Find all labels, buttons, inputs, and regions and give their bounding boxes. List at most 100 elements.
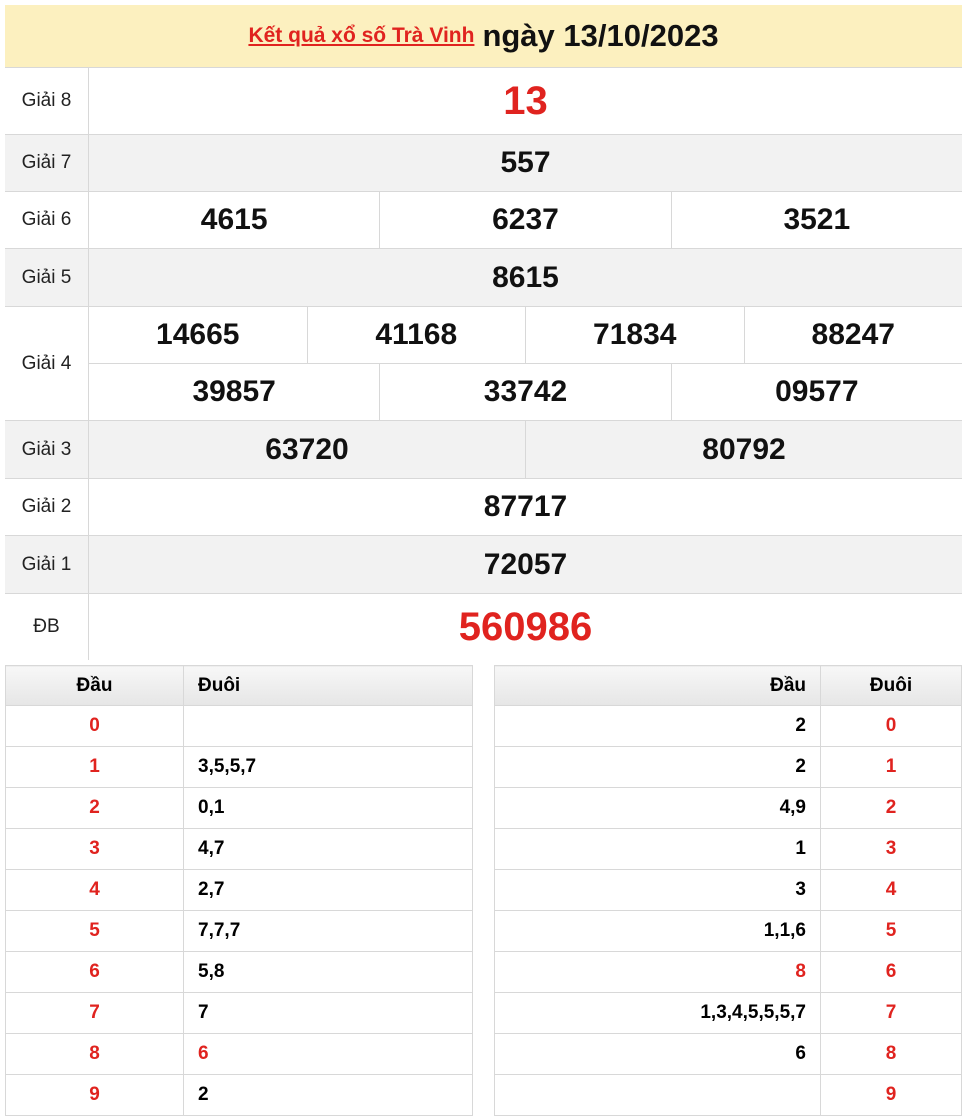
duoi-digit: 4 — [820, 869, 962, 911]
prize-label: Giải 4 — [5, 307, 89, 420]
results-table: Kết quả xổ số Trà Vinh ngày 13/10/2023 G… — [5, 5, 962, 660]
table-row: 1,3,4,5,5,5,7 7 — [494, 992, 962, 1034]
prize-number: 63720 — [265, 432, 349, 466]
dau-table: Đầu Đuôi 0 1 3,5,5,7 2 0,1 3 4,7 4 2,7 5 7,7,7 6 5,8 7… — [5, 665, 473, 1116]
duoi-digit: 3 — [820, 828, 962, 870]
duoi-digit: 7 — [820, 992, 962, 1034]
table-row: 4 2,7 — [5, 869, 473, 911]
duoi-values: 2,7 — [183, 869, 473, 911]
prize-number: 4615 — [200, 203, 268, 236]
prize-number: 560986 — [458, 604, 593, 649]
duoi-digit: 8 — [820, 1033, 962, 1075]
prize-row: Giải 8 13 — [5, 67, 962, 134]
table-row: 9 — [494, 1074, 962, 1116]
dau-values: 2 — [494, 746, 821, 788]
province-results-link[interactable]: Kết quả xổ số Trà Vinh — [248, 24, 475, 47]
duoi-digit: 6 — [820, 951, 962, 993]
draw-date: ngày 13/10/2023 — [482, 18, 719, 53]
prize-label: Giải 7 — [5, 135, 89, 191]
prize-number: 09577 — [670, 364, 962, 420]
duoi-digit: 5 — [820, 910, 962, 952]
prize-row: Giải 5 8615 — [5, 248, 962, 306]
dau-digit: 3 — [5, 828, 184, 870]
table-row: 5 7,7,7 — [5, 910, 473, 952]
duoi-digit: 0 — [820, 705, 962, 747]
prize-row: ĐB 560986 — [5, 593, 962, 660]
prize-number: 14665 — [156, 318, 240, 351]
duoi-values — [183, 705, 473, 747]
prize-label: Giải 2 — [5, 479, 89, 535]
table-row: 6 5,8 — [5, 951, 473, 993]
prize-row: Giải 1 72057 — [5, 535, 962, 593]
prize-number: 80792 — [525, 421, 962, 478]
dau-values: 3 — [494, 869, 821, 911]
prize-label: Giải 8 — [5, 68, 89, 134]
duoi-table: Đầu Đuôi 2 0 2 1 4,9 2 1 3 3 4 1,1,6 5 8 6 1,3,4,5,5,5,… — [494, 665, 962, 1116]
dau-values: 1 — [494, 828, 821, 870]
duoi-header: Đuôi — [183, 665, 473, 706]
prize-label: Giải 3 — [5, 421, 89, 478]
duoi-values: 3,5,5,7 — [183, 746, 473, 788]
dau-digit: 4 — [5, 869, 184, 911]
results-header: Kết quả xổ số Trà Vinh ngày 13/10/2023 — [5, 5, 962, 67]
dau-values: 1,1,6 — [494, 910, 821, 952]
table-row: 4,9 2 — [494, 787, 962, 829]
duoi-values: 7 — [183, 992, 473, 1034]
dau-values: 4,9 — [494, 787, 821, 829]
prize-row: Giải 2 87717 — [5, 478, 962, 535]
table-row: 2 0,1 — [5, 787, 473, 829]
dau-digit: 6 — [5, 951, 184, 993]
duoi-digit: 2 — [820, 787, 962, 829]
dau-values: 8 — [494, 951, 821, 993]
prize-number: 3521 — [670, 192, 962, 248]
duoi-values: 5,8 — [183, 951, 473, 993]
prize-number: 88247 — [743, 307, 963, 363]
duoi-values: 7,7,7 — [183, 910, 473, 952]
prize-row: Giải 6 4615 6237 3521 — [5, 191, 962, 248]
prize-label: Giải 1 — [5, 536, 89, 593]
dau-values — [494, 1074, 821, 1116]
prize-label: Giải 5 — [5, 249, 89, 306]
dau-digit: 1 — [5, 746, 184, 788]
prize-row: Giải 4 14665 41168 71834 88247 39857 33742 0957… — [5, 306, 962, 420]
prize-row: Giải 7 557 — [5, 134, 962, 191]
duoi-digit: 1 — [820, 746, 962, 788]
duoi-values: 2 — [183, 1074, 473, 1116]
prize-number: 41168 — [306, 307, 526, 363]
prize-number: 87717 — [483, 490, 568, 523]
dau-digit: 9 — [5, 1074, 184, 1116]
prize-label: Giải 6 — [5, 192, 89, 248]
dau-header: Đầu — [494, 665, 821, 706]
prize-number: 39857 — [192, 375, 276, 408]
dau-digit: 0 — [5, 705, 184, 747]
prize-number: 13 — [503, 78, 548, 123]
dau-header: Đầu — [5, 665, 184, 706]
dau-digit: 5 — [5, 910, 184, 952]
dau-values: 1,3,4,5,5,5,7 — [494, 992, 821, 1034]
prize-number: 8615 — [492, 260, 559, 294]
duoi-values: 6 — [183, 1033, 473, 1075]
prize-label: ĐB — [5, 594, 89, 660]
dau-digit: 7 — [5, 992, 184, 1034]
duoi-values: 4,7 — [183, 828, 473, 870]
dau-digit: 2 — [5, 787, 184, 829]
prize-number: 72057 — [483, 547, 568, 581]
prize-number: 71834 — [525, 307, 744, 363]
dau-digit: 8 — [5, 1033, 184, 1075]
duoi-header: Đuôi — [820, 665, 962, 706]
duoi-digit: 9 — [820, 1074, 962, 1116]
duoi-values: 0,1 — [183, 787, 473, 829]
dau-values: 2 — [494, 705, 821, 747]
prize-row: Giải 3 63720 80792 — [5, 420, 962, 478]
table-row: 0 — [5, 705, 473, 747]
table-row: 1,1,6 5 — [494, 910, 962, 952]
